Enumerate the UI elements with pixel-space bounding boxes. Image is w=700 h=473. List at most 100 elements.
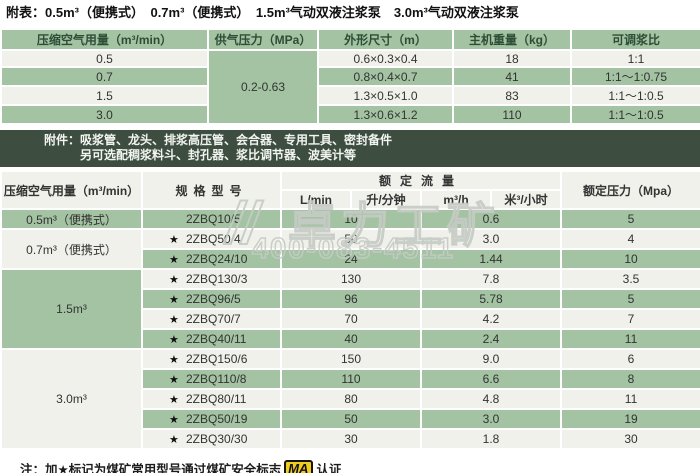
t2-subheader-m3h-cn: 米³/小时: [489, 189, 563, 210]
t2-header-pressure: 额定压力（Mpa）: [560, 170, 700, 210]
star-icon: ★: [169, 334, 179, 346]
table-row: ★ 2ZBQ24/10 24 1.44 10: [1, 248, 700, 270]
model-label: 2ZBQ50/4: [186, 232, 241, 246]
page-title: 附表：0.5m³（便携式） 0.7m³（便携式） 1.5m³气动双液注浆泵 3.…: [6, 5, 519, 20]
flow-lmin-cell: 24: [280, 248, 422, 270]
model-label: 2ZBQ50/19: [186, 412, 248, 426]
model-cell: ★ 2ZBQ150/6: [141, 348, 282, 370]
t1-header-air: 压缩空气用量（m³/min）: [0, 28, 209, 51]
t2-header-model: 规格型号: [141, 170, 282, 210]
ratio-cell: 1:1～1:0.75: [570, 66, 700, 87]
t2-header-flow-group: 额定流量: [279, 170, 563, 191]
air-usage-cell: 1.5: [0, 85, 209, 106]
model-cell: ★ 2ZBQ50/19: [141, 408, 282, 430]
star-icon: ★: [169, 254, 179, 266]
pump-overview-table: 压缩空气用量（m³/min） 供气压力（MPa） 外形尺寸（m） 主机重量（kg…: [0, 28, 700, 125]
model-cell: ★ 2ZBQ96/5: [141, 288, 282, 310]
flow-m3h-cell: 6.6: [419, 368, 563, 390]
star-icon: ★: [169, 274, 179, 286]
table-row: L/min 升/分钟 m³/h 米³/小时: [1, 189, 700, 210]
table-row: 0.7 0.8×0.4×0.7 41 1:1～1:0.75: [0, 66, 700, 87]
model-label: 2ZBQ80/11: [186, 392, 247, 406]
t1-header-ratio: 可调浆比: [570, 28, 700, 51]
flow-lmin-cell: 80: [280, 388, 422, 410]
flow-lmin-cell: 150: [280, 348, 422, 370]
table-row: 0.5 0.2-0.63 0.6×0.3×0.4 18 1:1: [0, 49, 700, 125]
model-cell: ★ 2ZBQ110/8: [141, 368, 282, 390]
flow-m3h-cell: 2.4: [419, 328, 563, 350]
pressure-cell: 10: [560, 248, 700, 270]
t1-header-weight: 主机重量（kg）: [452, 28, 572, 51]
star-icon: ★: [169, 294, 179, 306]
star-icon: ★: [169, 234, 179, 246]
model-label: 2ZBQ150/6: [186, 352, 248, 366]
model-label: 2ZBQ130/3: [186, 272, 248, 286]
model-label: 2ZBQ24/10: [186, 252, 248, 266]
accessories-line2: 另可选配稠浆料斗、封孔器、浆比调节器、波美计等: [80, 148, 357, 162]
note-suffix: 认证: [316, 463, 342, 473]
pressure-cell: 7: [560, 308, 700, 330]
pressure-cell: 8: [560, 368, 700, 390]
star-icon: ★: [169, 314, 179, 326]
star-icon: ★: [169, 434, 179, 446]
pressure-cell: 11: [560, 328, 700, 350]
group-label-cell: 0.7m³（便携式）: [0, 228, 143, 270]
model-cell: ★ 2ZBQ30/30: [141, 428, 282, 450]
t2-subheader-lmin-cn: 升/分钟: [350, 189, 422, 210]
ratio-cell: 1:1: [570, 49, 700, 68]
t2-subheader-lmin: L/min: [280, 189, 352, 210]
weight-cell: 110: [452, 104, 572, 125]
table-row: ★ 2ZBQ70/7 70 4.2 7: [1, 308, 700, 330]
flow-lmin-cell: 130: [280, 268, 422, 290]
certification-note: 注：加★标记为煤矿常用型号通过煤矿安全标志 MA 认证: [0, 459, 700, 473]
flow-lmin-cell: 110: [280, 368, 422, 390]
table-row: 1.5 1.3×0.5×1.0 83 1:1～1:0.5: [0, 85, 700, 106]
dimensions-cell: 1.3×0.6×1.2: [317, 104, 454, 125]
star-icon: ★: [169, 394, 179, 406]
weight-cell: 18: [452, 49, 572, 68]
table-row: ★ 2ZBQ80/11 80 4.8 11: [1, 388, 700, 410]
group-label-cell: 3.0m³: [0, 348, 143, 450]
flow-m3h-cell: 3.0: [419, 408, 563, 430]
model-cell: ★ 2ZBQ130/3: [141, 268, 282, 290]
ratio-cell: 1:1～1:0.5: [570, 104, 700, 125]
table-row: 3.0m³ ★ 2ZBQ150/6 150 9.0 6: [0, 348, 700, 450]
t2-subheader-m3h: m³/h: [420, 189, 492, 210]
flow-m3h-cell: 9.0: [419, 348, 563, 370]
star-icon: ★: [169, 354, 179, 366]
flow-m3h-cell: 3.0: [419, 228, 563, 250]
weight-cell: 41: [452, 66, 572, 87]
table-row: ★ 2ZBQ30/30 30 1.8 30: [1, 428, 700, 450]
weight-cell: 83: [452, 85, 572, 106]
air-usage-cell: 0.5: [0, 49, 209, 68]
flow-lmin-cell: 50: [280, 228, 422, 250]
model-cell: ★ 2ZBQ40/11: [141, 328, 282, 350]
table-row: ★ 2ZBQ40/11 40 2.4 11: [1, 328, 700, 350]
flow-lmin-cell: 70: [280, 308, 422, 330]
air-usage-cell: 0.7: [0, 66, 209, 87]
pressure-cell: 6: [560, 348, 700, 370]
model-label: 2ZBQ30/30: [186, 432, 248, 446]
accessories-line1: 附件：吸浆管、龙头、排浆高压管、会合器、专用工具、密封备件: [44, 133, 393, 147]
model-cell: 2ZBQ10/5: [141, 208, 282, 230]
table-row: 0.7m³（便携式） ★ 2ZBQ50/4 50 3.0 4: [0, 228, 700, 270]
flow-m3h-cell: 1.8: [419, 428, 563, 450]
model-label: 2ZBQ70/7: [186, 312, 241, 326]
table-row: 1.5m³ ★ 2ZBQ130/3 130 7.8 3.5: [0, 268, 700, 350]
model-label: 2ZBQ96/5: [186, 292, 241, 306]
note-prefix: 注：加★标记为煤矿常用型号通过煤矿安全标志: [20, 463, 282, 473]
model-label: 2ZBQ110/8: [186, 372, 247, 386]
star-icon: ★: [169, 374, 179, 386]
pressure-cell: 30: [560, 428, 700, 450]
table-row: 压缩空气用量（m³/min） 规格型号 额定流量 额定压力（Mpa）: [0, 170, 700, 210]
t1-header-supply-pressure: 供气压力（MPa）: [207, 28, 319, 51]
table-row: ★ 2ZBQ96/5 96 5.78 5: [1, 288, 700, 310]
flow-lmin-cell: 50: [280, 408, 422, 430]
supply-pressure-merged-cell: 0.2-0.63: [207, 49, 319, 125]
flow-lmin-cell: 10: [280, 208, 422, 230]
dimensions-cell: 0.6×0.3×0.4: [317, 49, 454, 68]
group-label-cell: 0.5m³（便携式）: [0, 208, 143, 230]
flow-m3h-cell: 7.8: [419, 268, 563, 290]
dimensions-cell: 0.8×0.4×0.7: [317, 66, 454, 87]
air-usage-cell: 3.0: [0, 104, 209, 125]
